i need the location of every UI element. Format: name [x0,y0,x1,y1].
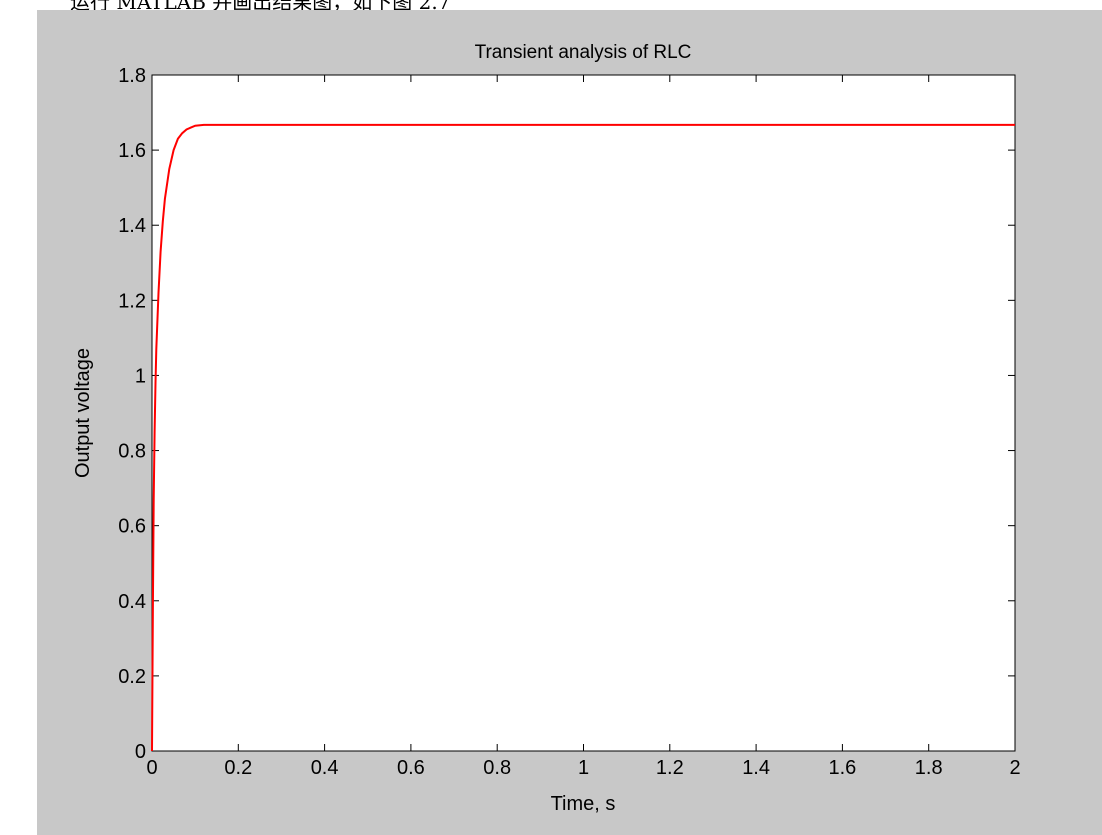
x-axis: 0 0.2 0.4 0.6 0.8 1 1.2 1.4 1.6 1.8 2 [146,75,1021,779]
x-tick-label: 0.6 [397,757,425,779]
y-tick-label: 1.8 [118,65,146,87]
y-tick-label: 0.4 [118,591,146,613]
figure-caption: 运行 MATLAB 并画出结果图，如下图 2.7 [70,0,450,10]
x-tick-label: 0.4 [311,757,339,779]
series-group [151,123,1015,752]
x-tick-label: 2 [1009,757,1020,779]
y-tick-label: 0 [135,741,146,763]
x-tick-label: 0.8 [483,757,511,779]
x-tick-label: 1.4 [742,757,770,779]
x-tick-label: 0 [146,757,157,779]
y-axis: 0 0.2 0.4 0.6 0.8 1 1.2 1.4 1.6 1.8 [118,65,1015,763]
caption-strip: 运行 MATLAB 并画出结果图，如下图 2.7 [0,0,1102,10]
y-tick-label: 1 [135,365,146,387]
plot-area [151,74,1016,752]
y-tick-label: 0.8 [118,441,146,463]
y-tick-label: 0.6 [118,516,146,538]
chart-title: Transient analysis of RLC [475,42,692,63]
y-tick-label: 1.4 [118,215,146,237]
y-axis-label: Output voltage [72,348,94,478]
chart: 0 0.2 0.4 0.6 0.8 1 1.2 1.4 1.6 1.8 2 0 0.2 0.4 0.6 0.… [72,42,1021,815]
x-tick-label: 1.2 [656,757,684,779]
y-tick-label: 1.2 [118,290,146,312]
y-tick-label: 1.6 [118,140,146,162]
series-line [151,123,1015,752]
y-tick-label: 0.2 [118,666,146,688]
x-tick-label: 1.8 [915,757,943,779]
x-tick-label: 1 [578,757,589,779]
figure-window: 0 0.2 0.4 0.6 0.8 1 1.2 1.4 1.6 1.8 2 0 0.2 0.4 0.6 0.… [37,10,1102,835]
x-tick-label: 0.2 [224,757,252,779]
x-axis-label: Time, s [551,793,616,815]
x-tick-label: 1.6 [828,757,856,779]
